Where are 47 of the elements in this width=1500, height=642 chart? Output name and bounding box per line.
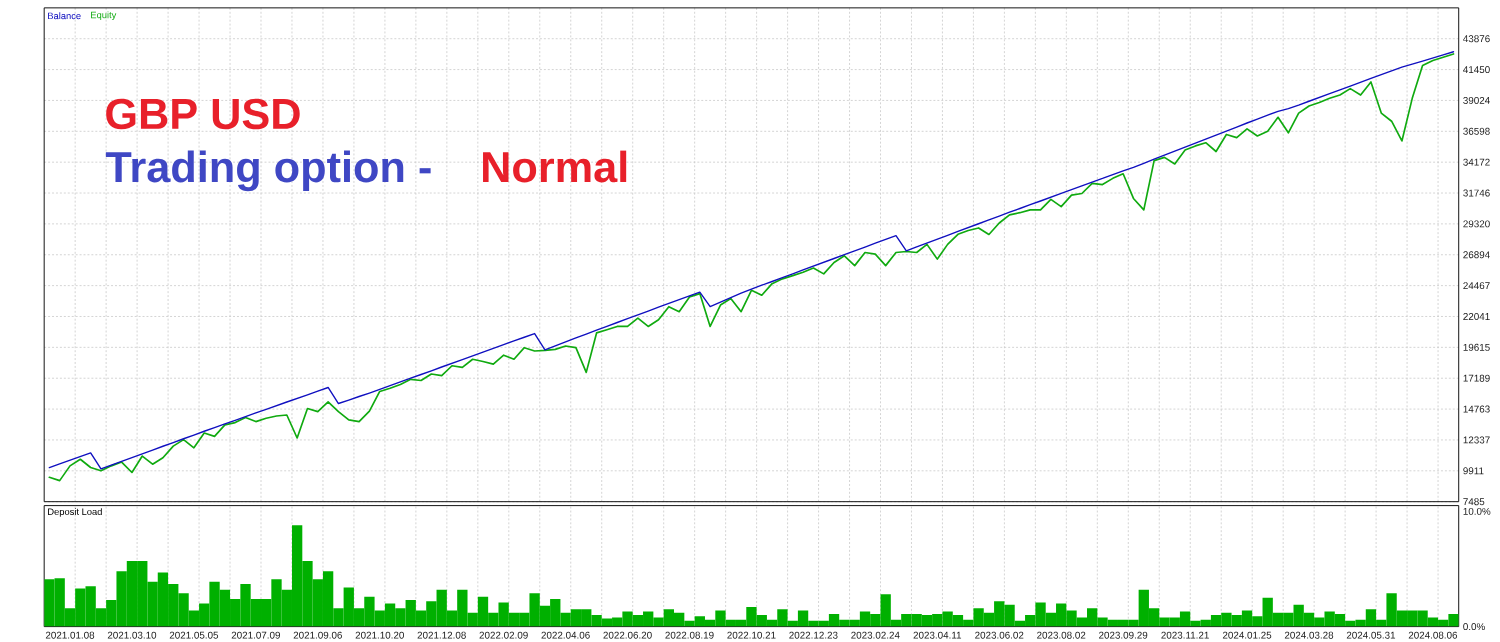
y-tick-label: 17189 — [1463, 374, 1490, 382]
x-tick-label: 2021.12.08 — [417, 631, 466, 639]
text: GBP USD — [106, 98, 300, 130]
y-tick-label: 19615 — [1463, 343, 1490, 351]
y-tick-label: 43876 — [1463, 35, 1490, 43]
y-tick-label: 0.0% — [1463, 622, 1485, 630]
x-tick-label: 2021.05.05 — [169, 631, 219, 639]
x-tick-label: 2022.02.09 — [479, 631, 528, 639]
chart-title: Deposit Load — [48, 507, 102, 517]
y-tick-label: 9911 — [1463, 467, 1484, 475]
x-tick-label: 2022.06.20 — [603, 631, 652, 639]
x-tick-label: 2023.08.02 — [1037, 631, 1086, 639]
y-tick-label: 7485 — [1463, 498, 1485, 505]
x-tick-label: 2022.04.06 — [541, 631, 590, 639]
x-tick-label: 2024.03.28 — [1284, 631, 1334, 639]
y-tick-label: 12337 — [1463, 436, 1490, 444]
x-tick-label: 2022.12.23 — [789, 631, 838, 639]
y-tick-label: 14763 — [1463, 405, 1490, 413]
x-tick-label: 2023.06.02 — [975, 631, 1024, 639]
x-tick-label: 2024.05.31 — [1346, 631, 1396, 639]
y-tick-label: 22041 — [1463, 312, 1490, 320]
y-tick-label: 39024 — [1463, 96, 1490, 104]
text: Trading option - — [105, 150, 431, 191]
y-tick-label: 41450 — [1463, 65, 1490, 73]
x-tick-label: 2021.01.08 — [45, 631, 95, 639]
y-tick-label: 31746 — [1463, 189, 1490, 197]
x-tick-label: 2023.04.11 — [913, 631, 962, 639]
x-tick-label: 2022.08.19 — [665, 631, 714, 639]
x-tick-label: 2023.11.21 — [1161, 631, 1209, 639]
annotation: Normal — [483, 150, 627, 183]
x-tick-label: 2023.02.24 — [851, 631, 900, 639]
text: Balance — [48, 12, 81, 20]
x-tick-label: 2021.09.06 — [293, 631, 342, 639]
y-tick-label: 10.0% — [1463, 507, 1491, 515]
x-tick-label: 2023.09.29 — [1099, 631, 1148, 639]
x-tick-label: 2021.10.20 — [355, 631, 404, 639]
x-tick-label: 2021.03.10 — [107, 631, 157, 639]
y-tick-label: 36598 — [1463, 127, 1490, 135]
y-tick-label: 29320 — [1463, 220, 1490, 228]
x-tick-label: 2024.01.25 — [1222, 631, 1272, 639]
x-tick-label: 2022.10.21 — [727, 631, 776, 639]
x-tick-label: 2024.08.06 — [1408, 631, 1458, 639]
text: Equity — [91, 11, 117, 20]
y-tick-label: 34172 — [1463, 158, 1490, 166]
y-tick-label: 24467 — [1463, 281, 1490, 289]
x-tick-label: 2021.07.09 — [231, 631, 280, 639]
y-tick-label: 26894 — [1463, 251, 1490, 259]
